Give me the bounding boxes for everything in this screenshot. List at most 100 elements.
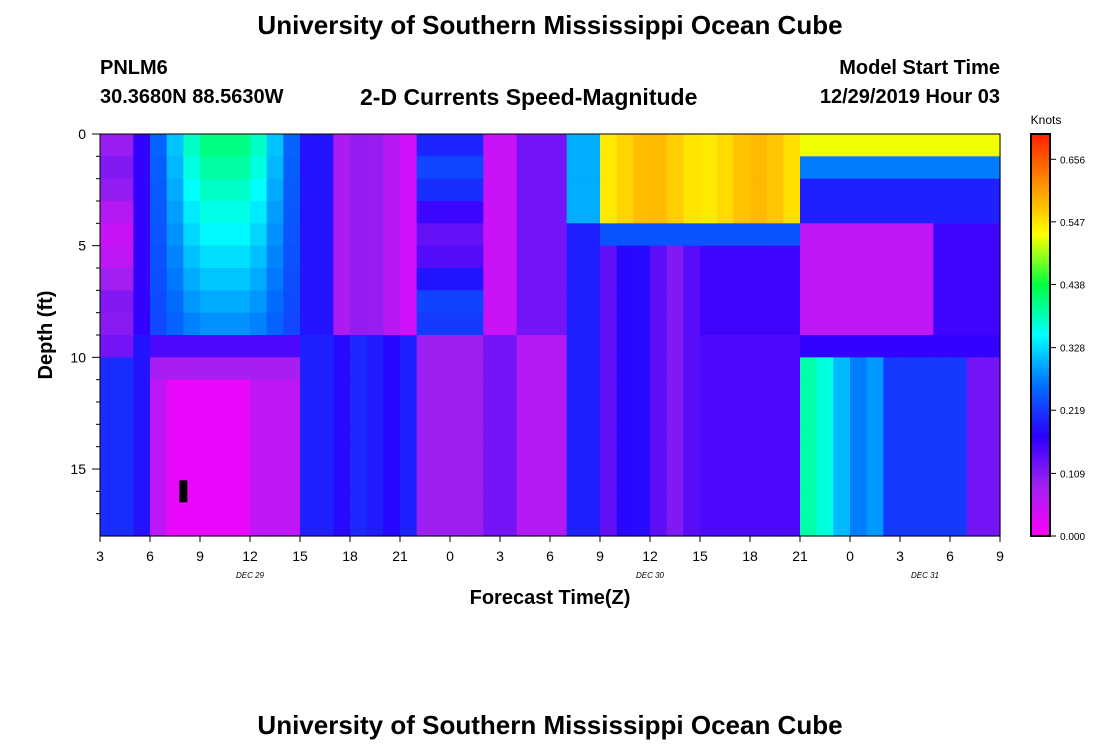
footer-title: University of Southern Mississippi Ocean…	[257, 710, 843, 740]
heatmap-cell	[183, 268, 201, 291]
heatmap-cell	[816, 245, 834, 269]
heatmap-cell	[233, 245, 251, 269]
heatmap-cell	[466, 312, 484, 336]
heatmap-cell	[216, 491, 234, 515]
heatmap-cell	[533, 446, 551, 470]
heatmap-cell	[716, 357, 734, 381]
heatmap-cell	[816, 156, 834, 180]
heatmap-cell	[300, 223, 318, 247]
heatmap-cell	[516, 290, 534, 314]
heatmap-cell	[733, 178, 751, 202]
heatmap-cell	[550, 469, 568, 492]
colorbar-tick-label: 0.656	[1060, 155, 1085, 166]
heatmap-cell	[583, 245, 601, 269]
heatmap-cell	[216, 424, 234, 448]
heatmap-cell	[850, 491, 868, 515]
heatmap-cell	[783, 201, 801, 224]
heatmap-cell	[966, 335, 984, 358]
x-tick-label: 21	[392, 548, 408, 564]
heatmap-cell	[400, 156, 418, 180]
heatmap-cell	[650, 134, 668, 157]
heatmap-cell	[750, 223, 768, 247]
heatmap-cell	[750, 491, 768, 515]
heatmap-cell	[866, 223, 884, 247]
heatmap-cell	[833, 290, 851, 314]
heatmap-cell	[833, 178, 851, 202]
heatmap-cell	[666, 290, 684, 314]
heatmap-cell	[483, 245, 501, 269]
heatmap-cell	[616, 223, 634, 247]
heatmap-cell	[416, 379, 434, 403]
heatmap-cell	[450, 357, 468, 381]
heatmap-cell	[133, 379, 151, 403]
heatmap-cell	[250, 178, 268, 202]
heatmap-cell	[483, 178, 501, 202]
heatmap-cell	[350, 446, 368, 470]
heatmap-cell	[900, 335, 918, 358]
heatmap-cell	[633, 446, 651, 470]
heatmap-cell	[700, 513, 718, 537]
colorbar-tick-label: 0.109	[1060, 469, 1085, 480]
heatmap-cell	[150, 469, 168, 492]
colorbar-gradient	[1030, 133, 1051, 537]
heatmap-cell	[666, 513, 684, 537]
heatmap-cell	[766, 513, 784, 537]
heatmap-cell	[983, 357, 1001, 381]
heatmap-cell	[883, 335, 901, 358]
heatmap-cell	[933, 335, 951, 358]
heatmap-cell	[400, 379, 418, 403]
heatmap-cell	[200, 268, 218, 291]
heatmap-cell	[550, 201, 568, 224]
heatmap-cell	[350, 156, 368, 180]
heatmap-cell	[766, 178, 784, 202]
heatmap-cell	[916, 402, 934, 425]
heatmap-cell	[266, 312, 284, 336]
heatmap-cell	[866, 245, 884, 269]
heatmap-cell	[233, 513, 251, 537]
heatmap-cell	[250, 446, 268, 470]
heatmap-cell	[850, 201, 868, 224]
heatmap-cell	[883, 379, 901, 403]
heatmap-cell	[133, 424, 151, 448]
heatmap-cell	[200, 245, 218, 269]
heatmap-cell	[366, 402, 384, 425]
heatmap-cell	[150, 134, 168, 157]
heatmap-cell	[183, 290, 201, 314]
heatmap-cell	[450, 201, 468, 224]
heatmap-cell	[383, 357, 401, 381]
heatmap-cell	[466, 379, 484, 403]
heatmap-cell	[816, 134, 834, 157]
heatmap-cell	[150, 379, 168, 403]
heatmap-cell	[483, 379, 501, 403]
heatmap-cell	[850, 446, 868, 470]
heatmap-cell	[433, 178, 451, 202]
heatmap-cell	[250, 402, 268, 425]
heatmap-cell	[666, 402, 684, 425]
heatmap-cell	[316, 223, 334, 247]
heatmap-cell	[416, 223, 434, 247]
heatmap-cell	[683, 312, 701, 336]
heatmap-cell	[383, 469, 401, 492]
heatmap-cell	[766, 446, 784, 470]
heatmap-cell	[800, 469, 818, 492]
heatmap-cell	[733, 357, 751, 381]
heatmap-cell	[583, 469, 601, 492]
heatmap-cell	[250, 312, 268, 336]
heatmap-cell	[266, 178, 284, 202]
heatmap-cell	[816, 290, 834, 314]
heatmap-cell	[516, 134, 534, 157]
heatmap-cell	[300, 268, 318, 291]
heatmap-cell	[383, 513, 401, 537]
heatmap-cell	[250, 513, 268, 537]
heatmap-cell	[733, 268, 751, 291]
heatmap-cell	[216, 379, 234, 403]
heatmap-cell	[216, 335, 234, 358]
heatmap-cell	[200, 357, 218, 381]
heatmap-cell	[983, 335, 1001, 358]
heatmap-cell	[133, 469, 151, 492]
heatmap-cell	[883, 245, 901, 269]
heatmap-cell	[500, 335, 518, 358]
heatmap-cell	[216, 446, 234, 470]
heatmap-cell	[383, 178, 401, 202]
heatmap-cell	[766, 156, 784, 180]
